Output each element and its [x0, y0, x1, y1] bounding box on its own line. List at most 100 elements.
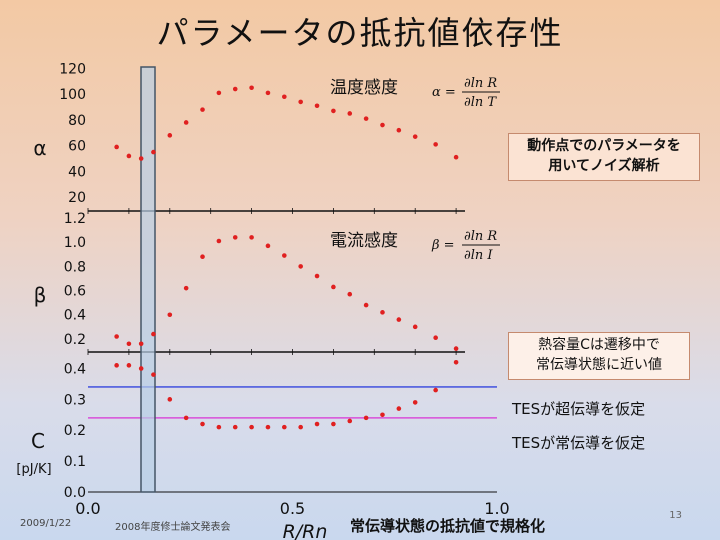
- beta-data-point: [232, 235, 238, 240]
- beta-ytick-label: 0.8: [64, 259, 86, 275]
- C-data-point: [396, 406, 402, 411]
- x-tick-label: 0.0: [75, 499, 100, 518]
- operating-point-note-line1: 動作点でのパラメータを: [527, 138, 681, 154]
- c-axis-unit: [pJ/K]: [16, 462, 51, 477]
- alpha-data-point: [380, 122, 385, 128]
- alpha-formula-symbol: α =: [432, 85, 456, 100]
- C-data-point: [249, 424, 254, 430]
- C-data-point: [138, 366, 144, 371]
- alpha-data-point: [412, 134, 418, 139]
- C-data-point: [232, 424, 238, 430]
- alpha-data-point: [249, 85, 254, 91]
- alpha-data-point: [216, 90, 222, 96]
- C-ytick-label: 0.2: [64, 423, 86, 439]
- x-tick-label: 1.0: [484, 499, 509, 518]
- beta-panel-label: 電流感度: [330, 231, 398, 251]
- beta-data-point: [412, 324, 418, 330]
- beta-data-point: [380, 310, 385, 315]
- alpha-formula-denominator: ∂ln T: [464, 95, 497, 110]
- C-ytick-label: 0.4: [64, 361, 86, 377]
- operating-point-note-line2: 用いてノイズ解析: [548, 158, 660, 174]
- alpha-ytick-label: 100: [59, 87, 86, 103]
- footer-event: 2008年度修士論文発表会: [115, 522, 231, 533]
- page-number: 13: [669, 510, 682, 521]
- alpha-data-point: [433, 142, 438, 147]
- alpha-data-point: [183, 120, 189, 125]
- alpha-ytick-label: 120: [59, 61, 86, 77]
- beta-formula-symbol: β =: [431, 238, 455, 253]
- x-axis-label: R/Rn: [283, 521, 328, 540]
- normal-label: TESが常伝導を仮定: [512, 434, 646, 452]
- beta-data-point: [183, 285, 189, 291]
- beta-data-point: [282, 253, 287, 258]
- alpha-formula-numerator: ∂ln R: [464, 76, 497, 91]
- beta-ytick-label: 0.6: [64, 284, 86, 300]
- beta-data-point: [314, 273, 320, 279]
- alpha-ytick-label: 60: [68, 139, 86, 155]
- heat-capacity-note: 熱容量Cは遷移中で 常伝導状態に近い値: [508, 332, 690, 380]
- alpha-data-point: [126, 153, 132, 159]
- operating-point-note: 動作点でのパラメータを 用いてノイズ解析: [508, 133, 700, 181]
- beta-data-point: [298, 264, 303, 269]
- alpha-ytick-label: 80: [68, 113, 86, 129]
- alpha-data-point: [232, 86, 238, 92]
- C-ytick-label: 0.0: [64, 485, 86, 501]
- alpha-axis-symbol: α: [33, 136, 46, 160]
- alpha-data-point: [200, 107, 205, 112]
- alpha-ytick-label: 40: [68, 164, 86, 180]
- C-data-point: [151, 372, 156, 377]
- alpha-data-point: [167, 133, 173, 138]
- beta-data-point: [249, 235, 254, 240]
- beta-data-point: [216, 238, 222, 244]
- normalization-note: 常伝導状態の抵抗値で規格化: [350, 517, 546, 535]
- beta-data-point: [347, 291, 353, 297]
- C-data-point: [314, 421, 320, 427]
- C-data-point: [453, 359, 459, 365]
- C-ytick-label: 0.1: [64, 454, 86, 470]
- beta-formula-denominator: ∂ln I: [464, 248, 493, 263]
- alpha-data-point: [331, 108, 336, 114]
- C-axis-symbol: C: [31, 429, 45, 453]
- alpha-data-point: [114, 144, 119, 150]
- beta-ytick-label: 0.4: [64, 308, 86, 324]
- C-data-point: [412, 400, 418, 405]
- alpha-data-point: [453, 154, 459, 160]
- alpha-data-point: [363, 116, 369, 121]
- beta-data-point: [167, 312, 173, 318]
- heat-capacity-note-line1: 熱容量Cは遷移中で: [538, 337, 660, 353]
- beta-data-point: [114, 334, 119, 339]
- beta-data-point: [138, 341, 144, 347]
- alpha-data-point: [396, 127, 402, 133]
- alpha-data-point: [314, 103, 320, 109]
- C-data-point: [183, 415, 189, 421]
- C-data-point: [265, 424, 271, 430]
- alpha-data-point: [282, 94, 287, 100]
- C-data-point: [347, 418, 353, 424]
- beta-data-point: [265, 243, 271, 249]
- beta-axis-symbol: β: [34, 283, 47, 307]
- x-tick-label: 0.5: [280, 499, 305, 518]
- C-data-point: [200, 421, 205, 427]
- C-ytick-label: 0.3: [64, 392, 86, 408]
- beta-ytick-label: 0.2: [64, 332, 86, 348]
- C-data-point: [114, 363, 119, 368]
- C-data-point: [331, 421, 336, 427]
- beta-data-point: [151, 331, 156, 337]
- beta-data-point: [200, 254, 205, 260]
- beta-data-point: [453, 346, 459, 351]
- alpha-data-point: [138, 156, 144, 161]
- C-data-point: [216, 424, 222, 430]
- C-data-point: [363, 415, 369, 421]
- operating-point-highlight: [140, 66, 156, 493]
- beta-data-point: [433, 335, 438, 341]
- C-data-point: [282, 424, 287, 430]
- beta-data-point: [396, 317, 402, 322]
- C-data-point: [433, 387, 438, 393]
- alpha-panel-label: 温度感度: [330, 78, 398, 98]
- superconducting-label: TESが超伝導を仮定: [512, 400, 646, 418]
- heat-capacity-note-line2: 常伝導状態に近い値: [536, 357, 662, 373]
- beta-formula-numerator: ∂ln R: [464, 229, 497, 244]
- beta-ytick-label: 1.0: [64, 235, 86, 251]
- beta-data-point: [363, 302, 369, 308]
